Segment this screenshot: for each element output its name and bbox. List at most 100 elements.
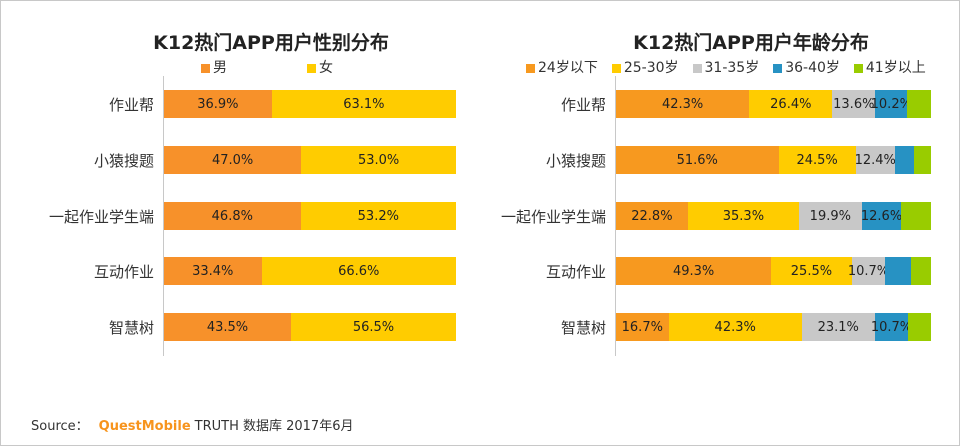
category-label: 智慧树 (108, 319, 154, 337)
source-brand: QuestMobile (98, 419, 191, 434)
bar-segment: 42.3% (668, 313, 802, 341)
data-label: 46.8% (211, 208, 253, 224)
legend-gender: 男女 (201, 57, 333, 77)
legend-item: 25-30岁 (611, 57, 679, 77)
data-label: 47.0% (211, 152, 254, 168)
legend-label: 41岁以上 (865, 60, 926, 76)
bar-segment (901, 202, 931, 230)
chart-title-age: K12热门APP用户年龄分布 (633, 32, 869, 54)
bar-segment (885, 257, 911, 285)
data-label: 42.3% (714, 319, 756, 335)
bar-segment: 53.0% (301, 146, 456, 174)
category-label: 一起作业学生端 (48, 208, 154, 226)
legend-swatch (853, 63, 863, 73)
data-label: 53.2% (357, 208, 399, 224)
data-label: 63.1% (343, 96, 385, 112)
bar-segment (907, 90, 931, 118)
legend-label: 男 (213, 60, 227, 76)
data-label: 25.5% (790, 263, 833, 279)
legend-item: 男 (201, 57, 227, 77)
data-label: 43.5% (206, 319, 249, 335)
legend-item: 36-40岁 (773, 57, 840, 77)
data-label: 19.9% (809, 208, 851, 224)
bar-segment: 63.1% (271, 90, 456, 118)
bar-segment: 13.6% (832, 90, 876, 118)
legend-label: 25-30岁 (623, 60, 679, 76)
data-label: 12.6% (860, 208, 903, 224)
data-label: 36.9% (197, 96, 239, 112)
data-label: 53.0% (357, 152, 400, 168)
bar-segment: 22.8% (616, 202, 688, 230)
legend-swatch (773, 63, 783, 73)
bar-segment: 51.6% (616, 146, 779, 174)
data-label: 10.7% (870, 319, 913, 335)
category-axis (615, 76, 616, 356)
legend-label: 24岁以下 (538, 60, 598, 76)
bar-segment: 53.2% (300, 202, 456, 230)
bar-segment: 56.5% (291, 313, 456, 341)
legend-swatch (526, 63, 535, 73)
bar-segment: 12.4% (854, 146, 896, 174)
bar-segment: 66.6% (261, 257, 456, 285)
bar-segment: 36.9% (164, 90, 272, 118)
legend-label: 36-40岁 (785, 60, 840, 76)
bar-segment: 25.5% (771, 257, 852, 285)
legend-item: 31-35岁 (692, 57, 760, 77)
category-label: 智慧树 (560, 319, 606, 337)
data-label: 66.6% (338, 263, 380, 279)
data-label: 16.7% (621, 319, 663, 335)
data-label: 10.7% (847, 263, 890, 279)
data-label: 22.8% (631, 208, 673, 224)
bar-segment: 33.4% (164, 257, 262, 285)
bar-segment (910, 257, 931, 285)
bar-segment: 42.3% (616, 90, 750, 118)
bar-segment: 10.2% (871, 90, 912, 118)
data-label: 26.4% (770, 96, 812, 112)
bar-segment: 10.7% (871, 313, 912, 341)
legend-item: 41岁以上 (853, 57, 926, 77)
data-label: 24.5% (796, 152, 838, 168)
category-label: 作业帮 (108, 96, 154, 114)
source-rest: TRUTH 数据库 2017年6月 (194, 419, 354, 434)
data-label: 10.2% (870, 96, 912, 112)
bar-segment: 46.8% (164, 202, 301, 230)
legend-swatch (307, 63, 316, 73)
bar-segment: 23.1% (801, 313, 875, 341)
category-label: 作业帮 (560, 96, 606, 114)
data-label: 12.4% (854, 152, 896, 168)
source-prefix: Source： (31, 419, 89, 434)
data-label: 33.4% (192, 263, 234, 279)
data-label: 56.5% (352, 319, 395, 335)
bar-segment: 43.5% (164, 313, 292, 341)
bar-segment: 49.3% (616, 257, 772, 285)
bar-segment: 12.6% (860, 202, 903, 230)
category-label: 小猿搜题 (545, 152, 606, 170)
legend-swatch (201, 63, 210, 73)
data-label: 51.6% (676, 152, 718, 168)
source-note: Source： QuestMobile TRUTH 数据库 2017年6月 (31, 415, 353, 434)
bar-segment: 26.4% (749, 90, 833, 118)
bar-segment: 47.0% (164, 146, 302, 174)
data-label: 23.1% (817, 319, 859, 335)
bar-segment: 24.5% (778, 146, 856, 174)
category-axis (163, 76, 164, 356)
legend-label: 31-35岁 (704, 60, 760, 76)
bar-segment (908, 313, 931, 341)
legend-label: 女 (319, 60, 333, 76)
legend-item: 24岁以下 (526, 57, 598, 77)
chart-title-gender: K12热门APP用户性别分布 (153, 32, 389, 54)
category-label: 小猿搜题 (93, 152, 154, 170)
legend-swatch (692, 63, 702, 73)
bar-segment: 35.3% (687, 202, 799, 230)
category-label: 一起作业学生端 (500, 208, 606, 226)
data-label: 35.3% (722, 208, 765, 224)
legend-item: 女 (307, 57, 333, 77)
bar-segment: 19.9% (799, 202, 862, 230)
legend-age: 24岁以下 25-30岁 31-35岁 36-40岁 41岁以上 (526, 57, 926, 77)
bar-segment (913, 146, 931, 174)
data-label: 42.3% (661, 96, 704, 112)
data-label: 13.6% (833, 96, 875, 112)
bar-segment: 16.7% (616, 313, 669, 341)
category-label: 互动作业 (93, 263, 154, 281)
